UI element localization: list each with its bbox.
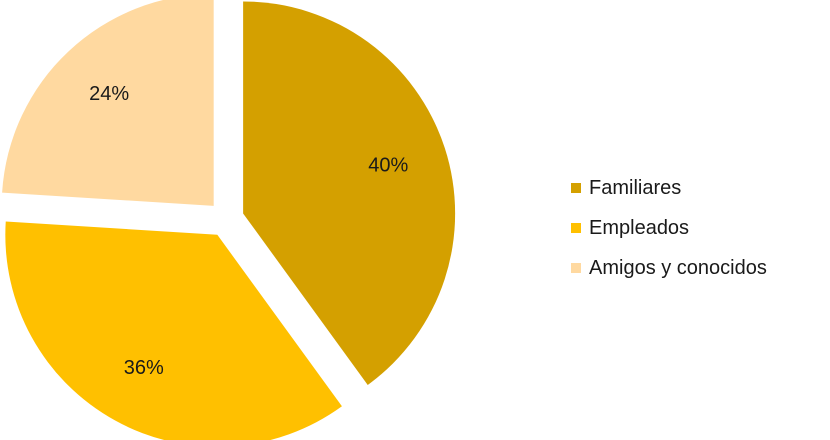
legend: Familiares Empleados Amigos y conocidos <box>571 168 767 288</box>
legend-swatch-familiares <box>571 183 581 193</box>
legend-swatch-empleados <box>571 223 581 233</box>
pie-slice-amigos <box>2 0 214 206</box>
legend-item-empleados: Empleados <box>571 208 767 248</box>
legend-item-amigos: Amigos y conocidos <box>571 248 767 288</box>
pie-slice-empleados <box>5 221 342 440</box>
legend-item-familiares: Familiares <box>571 168 767 208</box>
legend-label-empleados: Empleados <box>589 216 690 239</box>
legend-label-familiares: Familiares <box>589 176 682 199</box>
data-label-amigos: 24% <box>89 83 129 105</box>
pie-slice-familiares <box>243 1 456 385</box>
data-label-empleados: 36% <box>124 357 164 379</box>
data-label-familiares: 40% <box>368 155 408 177</box>
legend-label-amigos: Amigos y conocidos <box>589 256 767 279</box>
pie-chart: 40% 36% 24% <box>2 0 456 440</box>
legend-swatch-amigos <box>571 263 581 273</box>
